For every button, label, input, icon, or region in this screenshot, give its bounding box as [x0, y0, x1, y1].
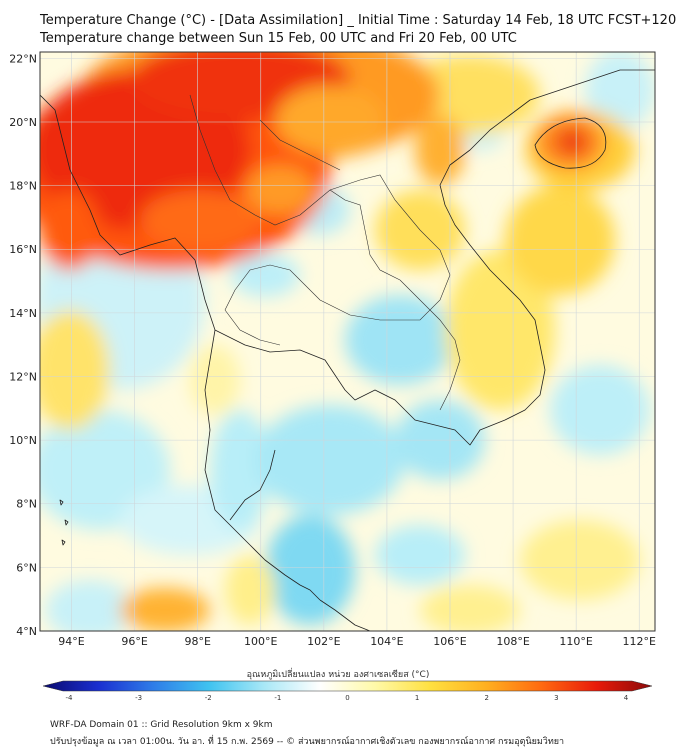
- colorbar-tick-label: -3: [135, 694, 142, 700]
- temperature-change-map: 94°E 96°E 98°E 100°E 102°E 104°E 106°E 108°E 110…: [9, 51, 656, 700]
- lon-tick-label: 102°E: [307, 635, 340, 648]
- map-frame: [39, 51, 656, 632]
- lon-tick-label: 110°E: [559, 635, 592, 648]
- lon-tick-label: 104°E: [370, 635, 403, 648]
- lat-tick-label: 20°N: [9, 116, 37, 129]
- map-subtitle: Temperature change between Sun 15 Feb, 0…: [40, 31, 517, 46]
- lat-tick-label: 6°N: [16, 561, 37, 574]
- lat-tick-label: 4°N: [16, 625, 37, 638]
- country-borders: [189, 94, 461, 411]
- lon-tick-label: 96°E: [121, 635, 147, 648]
- colorbar-tick-label: -2: [205, 694, 212, 700]
- colorbar: -4 -3 -2 -1 0 1 2 3 4: [42, 680, 653, 700]
- lat-tick-label: 8°N: [16, 498, 37, 511]
- lon-tick-label: 106°E: [433, 635, 466, 648]
- footer-credit: ปรับปรุงข้อมูล ณ เวลา 01:00น. วัน อา. ที…: [50, 737, 565, 747]
- lon-tick-label: 94°E: [58, 635, 84, 648]
- lon-tick-label: 100°E: [244, 635, 277, 648]
- map-title: Temperature Change (°C) - [Data Assimila…: [40, 13, 676, 28]
- lat-tick-label: 12°N: [9, 370, 37, 383]
- graticule: [40, 52, 655, 631]
- lat-tick-label: 10°N: [9, 434, 37, 447]
- coastline: [40, 69, 655, 631]
- colorbar-tick-label: -4: [66, 694, 74, 700]
- longitude-ticks: 94°E 96°E 98°E 100°E 102°E 104°E 106°E 108°E 110…: [58, 635, 656, 648]
- colorbar-label: อุณหภูมิเปลี่ยนแปลง หน่วย องศาเซลเซียส (…: [246, 670, 430, 680]
- colorbar-tick-label: -1: [274, 694, 281, 700]
- lon-tick-label: 98°E: [184, 635, 210, 648]
- colorbar-tick-label: 0: [345, 694, 349, 700]
- colorbar-tick-label: 3: [554, 694, 558, 700]
- footer-resolution: WRF-DA Domain 01 :: Grid Resolution 9km …: [50, 720, 273, 730]
- colorbar-bar: [42, 680, 653, 692]
- lon-tick-label: 108°E: [496, 635, 529, 648]
- lat-tick-label: 14°N: [9, 307, 37, 320]
- lat-tick-label: 18°N: [9, 180, 37, 193]
- field-layer: [40, 52, 655, 631]
- colorbar-tick-label: 1: [415, 694, 419, 700]
- colorbar-tick-label: 2: [485, 694, 489, 700]
- latitude-ticks: 22°N 20°N 18°N 16°N 14°N 12°N 10°N 8°N 6°N 4°N: [9, 52, 37, 638]
- lat-tick-label: 22°N: [9, 52, 37, 65]
- colorbar-tick-label: 4: [624, 694, 629, 700]
- lat-tick-label: 16°N: [9, 243, 37, 256]
- lon-tick-label: 112°E: [623, 635, 656, 648]
- colorbar-ticks: -4 -3 -2 -1 0 1 2 3 4: [66, 694, 629, 700]
